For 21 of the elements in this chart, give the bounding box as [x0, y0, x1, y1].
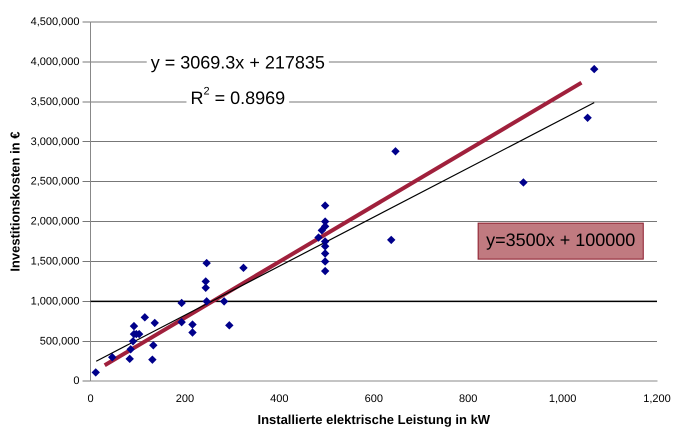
- y-tick-label: 0: [73, 375, 80, 388]
- y-tick-label: 1,500,000: [30, 256, 80, 268]
- y-tick-label: 500,000: [40, 335, 80, 348]
- y-tick-label: 2,500,000: [30, 176, 80, 188]
- x-tick-label: 200: [176, 392, 194, 405]
- x-tick-label: 800: [459, 392, 478, 405]
- x-tick-label: 600: [364, 392, 383, 405]
- x-tick-label: 1,000: [548, 392, 576, 405]
- x-tick-label: 1,200: [643, 392, 671, 405]
- y-tick-label: 3,500,000: [30, 96, 80, 108]
- y-tick-label: 1,000,000: [30, 295, 80, 308]
- y-tick-label: 3,000,000: [30, 136, 80, 148]
- x-tick-label: 400: [270, 392, 289, 405]
- x-axis-title: Installierte elektrische Leistung in kW: [257, 412, 491, 427]
- x-tick-label: 0: [87, 392, 94, 405]
- y-tick-label: 4,500,000: [30, 16, 80, 28]
- y-tick-label: 2,000,000: [30, 216, 80, 228]
- y-tick-label: 4,000,000: [30, 56, 80, 68]
- y-axis-title: Investitionskosten in €: [7, 132, 22, 272]
- annotation: y = 3069.3x + 217835: [150, 52, 325, 72]
- annotation: y=3500x + 100000: [486, 230, 636, 250]
